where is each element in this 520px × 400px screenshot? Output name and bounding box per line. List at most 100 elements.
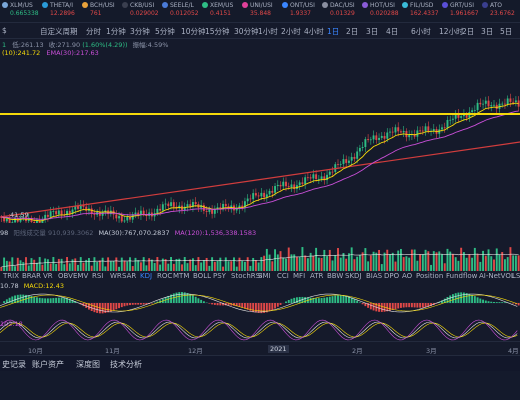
tab-bias[interactable]: BIAS [366,272,383,280]
volume-bar [391,252,394,271]
tab-emv[interactable]: EMV [73,272,89,280]
candle [290,179,293,192]
tab-lsur[interactable]: LSUR [512,272,520,280]
macd-bar [46,298,49,303]
ticker-item[interactable]: UNI/USI 35.848 [242,2,273,18]
macd-bar [386,303,389,312]
ticker-item[interactable]: XEM/US 0.4151 [202,2,233,18]
tab-skdj[interactable]: SKDJ [345,272,362,280]
interval-option[interactable]: 4日 [386,27,399,36]
macd-bar [66,298,69,303]
tab-mtm[interactable]: MTM [173,272,190,280]
interval-option[interactable]: 5日 [500,27,513,36]
volume-bar [501,252,504,271]
candle [342,154,345,168]
interval-option[interactable]: 1小时 [258,27,278,36]
ticker-item[interactable]: DAC/USI 0.01329 [322,2,355,18]
tab-brar[interactable]: BRAR [22,272,42,280]
candle [315,170,318,182]
candle [189,199,192,210]
tab-smi[interactable]: SMI [258,272,271,280]
tab-sar[interactable]: SAR [122,272,137,280]
ticker-item[interactable]: FIL/USD 162.4337 [402,2,439,18]
interval-option[interactable]: 自定义周期 [40,27,78,36]
macd-a: 10.78 [0,282,19,290]
tab-stochrsi[interactable]: StochRSI [231,272,263,280]
volume-bar [142,257,145,271]
tab-wr[interactable]: WR [110,272,122,280]
macd-bar [471,294,474,303]
interval-option[interactable]: 15分钟 [205,27,230,36]
macd-bar [249,303,252,311]
interval-option[interactable]: 10分钟 [181,27,206,36]
interval-option[interactable]: 4小时 [304,27,324,36]
candle [295,180,298,193]
volume-bar [438,251,441,271]
ticker-item[interactable]: GRT/USI 1.961667 [442,2,479,18]
interval-option[interactable]: 3分钟 [130,27,150,36]
tab-cci[interactable]: CCI [277,272,289,280]
tab-kdj[interactable]: KDJ [140,272,153,280]
candle [216,203,219,214]
volume-bar [334,255,337,271]
interval-option[interactable]: 2日 [462,27,475,36]
interval-option[interactable]: 5分钟 [155,27,175,36]
macd-bar [449,295,452,303]
ema-info: (10):241.72 EMA(30):217.63 [2,49,99,57]
macd-bar [408,303,411,308]
bottom-tab[interactable]: 史记录 [2,360,26,369]
tab-atr[interactable]: ATR [310,272,324,280]
volume-bar [93,257,96,271]
interval-option[interactable]: 30分钟 [234,27,259,36]
ticker-item[interactable]: HOT/USI 0.020288 [362,2,399,18]
ticker-name: DAC/USI [330,2,355,9]
ticker-item[interactable]: XLM/US 0.665338 [2,2,39,18]
tab-roc[interactable]: ROC [157,272,173,280]
macd-bar [134,303,137,305]
tab-position[interactable]: Position [416,272,444,280]
tab-obv[interactable]: OBV [58,272,73,280]
interval-option[interactable]: 3日 [366,27,379,36]
ticker-item[interactable]: ONT/USI 1.9337 [282,2,315,18]
volume-bar [57,258,60,271]
ticker-item[interactable]: BCH/USI 761 [82,2,115,18]
interval-option[interactable]: 12小时 [439,27,464,36]
tab-psy[interactable]: PSY [213,272,226,280]
tab-trix[interactable]: TRIX [3,272,19,280]
macd-bar [457,292,460,303]
ticker-item[interactable]: ATO 23.6762 [482,2,515,18]
interval-option[interactable]: 6小时 [411,27,431,36]
interval-option[interactable]: 3日 [481,27,494,36]
macd-bar [293,297,296,303]
tab-dpo[interactable]: DPO [384,272,400,280]
tab-rsi[interactable]: RSI [92,272,104,280]
tab-fundflow[interactable]: Fundflow [446,272,478,280]
tab-boll[interactable]: BOLL [193,272,211,280]
currency-selector[interactable]: $ [2,26,7,35]
tab-ao[interactable]: AO [402,272,413,280]
bottom-tab[interactable]: 账户资产 [32,360,64,369]
ticker-item[interactable]: THETA/I 12.2896 [42,2,75,18]
interval-option[interactable]: 2小时 [281,27,301,36]
tab-vr[interactable]: VR [43,272,53,280]
bottom-tab[interactable]: 技术分析 [110,360,142,369]
interval-option[interactable]: 1日 [327,27,340,36]
ticker-item[interactable]: SEELE/L 0.012052 [162,2,199,18]
volume-bar [38,257,41,271]
volume-bar [430,264,433,271]
macd-bar [257,303,260,313]
macd-bar [361,303,364,305]
macd-bar [421,303,424,308]
tab-bbw[interactable]: BBW [327,272,344,280]
tab-ai-netvol[interactable]: AI-NetVOL [479,272,515,280]
volume-bar [356,256,359,271]
ticker-item[interactable]: CKB/USI 0.029002 [122,2,159,18]
candle [44,210,47,223]
interval-option[interactable]: 分时 [86,27,101,36]
interval-option[interactable]: 2日 [346,27,359,36]
interval-option[interactable]: 1分钟 [106,27,126,36]
macd-bar [320,298,323,303]
bottom-tab[interactable]: 深度图 [76,360,100,369]
tab-mfi[interactable]: MFI [293,272,306,280]
volume-bar [347,253,350,271]
